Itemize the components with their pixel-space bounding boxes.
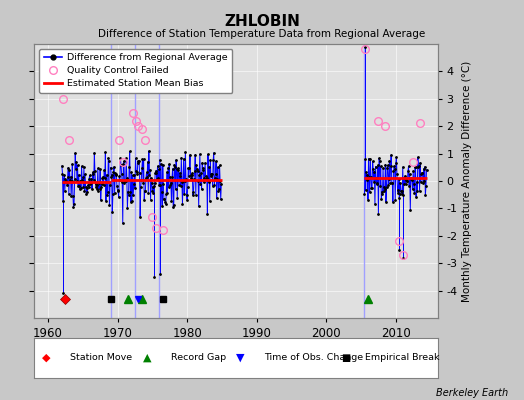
Text: ■: ■	[341, 353, 350, 363]
Y-axis label: Monthly Temperature Anomaly Difference (°C): Monthly Temperature Anomaly Difference (…	[462, 60, 472, 302]
Text: Empirical Break: Empirical Break	[365, 354, 440, 362]
Text: Time of Obs. Change: Time of Obs. Change	[264, 354, 363, 362]
Text: Difference of Station Temperature Data from Regional Average: Difference of Station Temperature Data f…	[99, 29, 425, 39]
Text: Berkeley Earth: Berkeley Earth	[436, 388, 508, 398]
Text: ◆: ◆	[42, 353, 51, 363]
Legend: Difference from Regional Average, Quality Control Failed, Estimated Station Mean: Difference from Regional Average, Qualit…	[39, 49, 233, 93]
Text: ▼: ▼	[236, 353, 244, 363]
Text: ZHLOBIN: ZHLOBIN	[224, 14, 300, 29]
Text: Station Move: Station Move	[70, 354, 133, 362]
Text: ▲: ▲	[143, 353, 151, 363]
Text: Record Gap: Record Gap	[171, 354, 226, 362]
